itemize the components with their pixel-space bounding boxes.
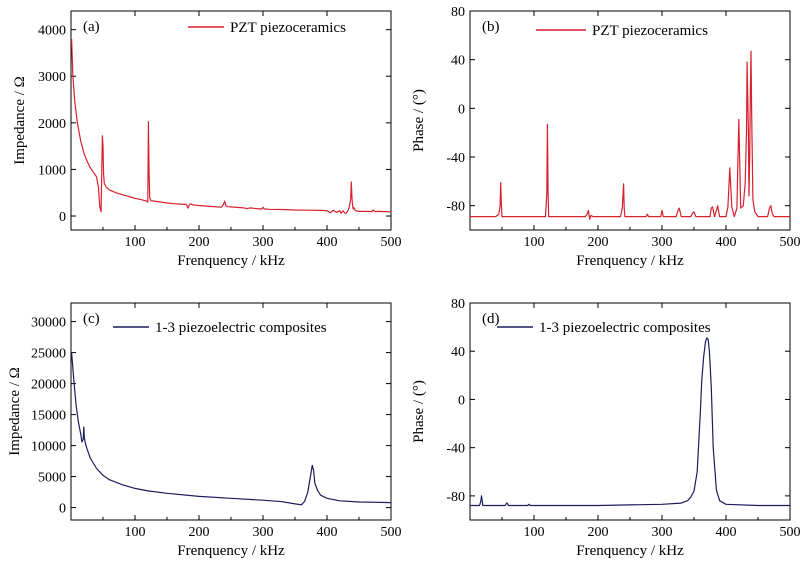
x-tick-label: 500 bbox=[381, 525, 402, 540]
legend: 1-3 piezoelectric composites bbox=[113, 320, 327, 336]
y-tick-label: 0 bbox=[59, 210, 66, 225]
y-tick-label: 5000 bbox=[38, 471, 66, 486]
panel-label: (c) bbox=[83, 311, 100, 327]
panel-label: (b) bbox=[482, 19, 500, 35]
y-tick-label: 0 bbox=[458, 102, 465, 117]
x-tick-label: 400 bbox=[716, 235, 737, 250]
x-tick-label: 100 bbox=[524, 235, 545, 250]
y-axis-label: Phase / (°) bbox=[411, 380, 427, 443]
legend: 1-3 piezoelectric composites bbox=[497, 320, 711, 336]
y-tick-label: -80 bbox=[446, 490, 465, 505]
y-tick-label: 10000 bbox=[31, 440, 66, 455]
y-tick-label: 80 bbox=[451, 297, 465, 312]
series-line bbox=[71, 352, 391, 506]
x-axis-label: Frenquency / kHz bbox=[177, 253, 285, 269]
x-tick-label: 300 bbox=[652, 525, 673, 540]
legend: PZT piezoceramics bbox=[188, 20, 346, 36]
legend-label: PZT piezoceramics bbox=[592, 23, 708, 39]
y-tick-label: -40 bbox=[446, 151, 465, 166]
x-tick-label: 300 bbox=[253, 525, 274, 540]
legend: PZT piezoceramics bbox=[536, 23, 708, 39]
y-tick-label: 4000 bbox=[38, 24, 66, 39]
series-line bbox=[470, 337, 790, 507]
plot-frame bbox=[469, 10, 791, 231]
y-tick-label: 40 bbox=[451, 345, 465, 360]
panel-label: (a) bbox=[83, 19, 100, 35]
y-tick-label: 3000 bbox=[38, 70, 66, 85]
x-tick-label: 200 bbox=[189, 235, 210, 250]
panel-4: 100 200 300 400 500 -80 -40 0 40 80 Frenquency / k… bbox=[411, 297, 800, 559]
x-tick-label: 300 bbox=[652, 235, 673, 250]
x-tick-label: 100 bbox=[125, 235, 146, 250]
y-axis-label: Impedance / Ω bbox=[7, 367, 23, 456]
panel-1: 100 200 300 400 500 0 1000 2000 3000 4000 Frenquen… bbox=[12, 10, 402, 269]
x-tick-label: 300 bbox=[253, 235, 274, 250]
x-tick-label: 200 bbox=[588, 525, 609, 540]
x-tick-label: 400 bbox=[317, 525, 338, 540]
y-tick-label: 80 bbox=[451, 5, 465, 20]
x-tick-label: 200 bbox=[189, 525, 210, 540]
y-tick-label: 0 bbox=[59, 502, 66, 517]
x-tick-label: 100 bbox=[524, 525, 545, 540]
y-tick-label: -40 bbox=[446, 442, 465, 457]
legend-label: PZT piezoceramics bbox=[230, 20, 346, 36]
y-tick-label: 1000 bbox=[38, 163, 66, 178]
plot-frame bbox=[70, 10, 392, 231]
y-tick-label: 40 bbox=[451, 54, 465, 69]
series-line bbox=[71, 38, 391, 214]
x-axis-label: Frenquency / kHz bbox=[576, 253, 684, 269]
y-tick-label: 2000 bbox=[38, 117, 66, 132]
legend-label: 1-3 piezoelectric composites bbox=[155, 320, 327, 336]
y-axis-label: Phase / (°) bbox=[411, 89, 427, 152]
x-axis-label: Frenquency / kHz bbox=[576, 543, 684, 559]
y-tick-label: 0 bbox=[458, 393, 465, 408]
x-axis-label: Frenquency / kHz bbox=[177, 543, 285, 559]
legend-label: 1-3 piezoelectric composites bbox=[539, 320, 711, 336]
y-tick-label: -80 bbox=[446, 200, 465, 215]
x-tick-label: 100 bbox=[125, 525, 146, 540]
x-tick-label: 400 bbox=[716, 525, 737, 540]
panel-2: 100 200 300 400 500 -80 -40 0 40 80 Frenquency / k… bbox=[411, 5, 800, 269]
series-line bbox=[470, 50, 790, 220]
panel-3: 100 200 300 400 5000500010000150002000025000… bbox=[7, 302, 402, 559]
x-tick-label: 200 bbox=[588, 235, 609, 250]
x-tick-label: 400 bbox=[317, 235, 338, 250]
y-tick-label: 20000 bbox=[31, 378, 66, 393]
x-tick-label: 500 bbox=[381, 235, 402, 250]
y-tick-label: 15000 bbox=[31, 409, 66, 424]
panel-label: (d) bbox=[482, 311, 500, 327]
y-tick-label: 25000 bbox=[31, 347, 66, 362]
y-tick-label: 30000 bbox=[31, 316, 66, 331]
y-axis-label: Impedance / Ω bbox=[12, 76, 28, 165]
x-tick-label: 500 bbox=[780, 525, 800, 540]
x-tick-label: 500 bbox=[780, 235, 800, 250]
